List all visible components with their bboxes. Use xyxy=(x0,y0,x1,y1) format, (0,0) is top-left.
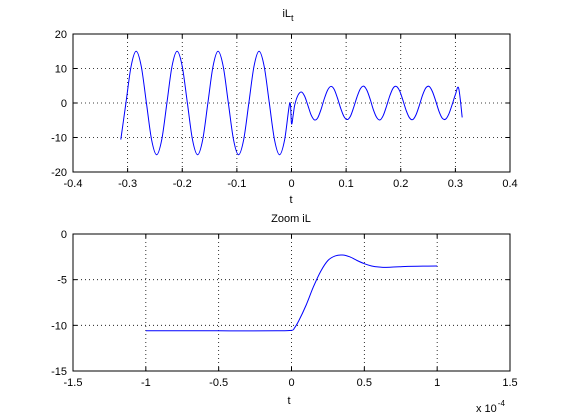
top-plot-y-tick-label: -20 xyxy=(51,167,67,179)
bottom-plot-y-tick-label: -15 xyxy=(51,366,67,378)
bottom-plot-x-tick-label: 0.5 xyxy=(357,377,372,389)
bottom-plot-ticks: -1.5 -1 -0.5 0 0.5 1 1.5 -15 -10 -5 0 xyxy=(51,229,518,389)
top-plot-x-tick-label: 0.3 xyxy=(448,178,463,190)
top-plot-y-tick-label: 20 xyxy=(55,29,67,41)
top-plot-x-tick-label: 0.1 xyxy=(338,178,353,190)
top-plot-y-tick-label: -10 xyxy=(51,133,67,145)
top-plot-x-tick-label: -0.3 xyxy=(118,178,137,190)
top-plot-grid xyxy=(73,34,510,172)
top-plot-title: iLt xyxy=(282,8,294,23)
bottom-plot-y-tick-label: -5 xyxy=(57,275,67,287)
bottom-plot-series-line xyxy=(145,254,438,332)
top-plot-series xyxy=(120,50,463,156)
top-plot-x-tick-label: -0.2 xyxy=(173,178,192,190)
top-plot-series-line xyxy=(120,50,463,156)
bottom-plot-axes-box xyxy=(72,233,511,372)
top-plot-axes-box xyxy=(72,33,511,173)
bottom-plot-x-tick-label: 1 xyxy=(434,377,440,389)
top-plot-y-tick-label: 0 xyxy=(61,98,67,110)
top-plot-ticks: -0.4 -0.3 -0.2 -0.1 0 0.1 0.2 0.3 0.4 -20 -10 0 10 20 xyxy=(51,29,518,190)
bottom-plot-y-tick-label: -10 xyxy=(51,320,67,332)
bottom-plot-x-exponent-base: x 10 xyxy=(476,403,497,415)
bottom-plot-x-axis-label: t xyxy=(287,395,290,407)
bottom-plot-x-exponent: x 10-4 xyxy=(476,399,505,415)
top-plot-x-tick-label: -0.1 xyxy=(227,178,246,190)
bottom-plot-series xyxy=(145,254,438,332)
bottom-plot-x-exponent-power: -4 xyxy=(498,399,506,408)
top-plot-x-tick-label: 0.4 xyxy=(502,178,517,190)
top-plot-y-tick-label: 10 xyxy=(55,64,67,76)
top-plot-x-tick-label: 0.2 xyxy=(393,178,408,190)
top-plot-x-tick-label: -0.4 xyxy=(64,178,83,190)
bottom-plot-x-tick-label: -0.5 xyxy=(209,377,228,389)
bottom-plot-grid xyxy=(73,234,510,371)
bottom-plot-x-tick-label: -1.5 xyxy=(64,377,83,389)
top-plot-title-main: iL xyxy=(282,8,291,20)
bottom-plot-title: Zoom iL xyxy=(271,213,311,225)
bottom-plot-y-tick-label: 0 xyxy=(61,229,67,241)
bottom-plot: Zoom iL -1.5 -1 -0.5 0 0.5 1 1.5 -15 -10 -5 0 t x … xyxy=(51,213,518,415)
top-plot-title-subscript: t xyxy=(291,13,294,23)
bottom-plot-x-tick-label: -1 xyxy=(141,377,151,389)
top-plot-x-axis-label: t xyxy=(289,194,292,206)
bottom-plot-x-tick-label: 0 xyxy=(288,377,294,389)
bottom-plot-x-tick-label: 1.5 xyxy=(502,377,517,389)
top-plot: iLt -0.4 -0.3 -0.2 -0.1 0 0.1 0.2 0.3 0.4-20-100… xyxy=(51,8,518,206)
top-plot-x-tick-label: 0 xyxy=(288,178,294,190)
